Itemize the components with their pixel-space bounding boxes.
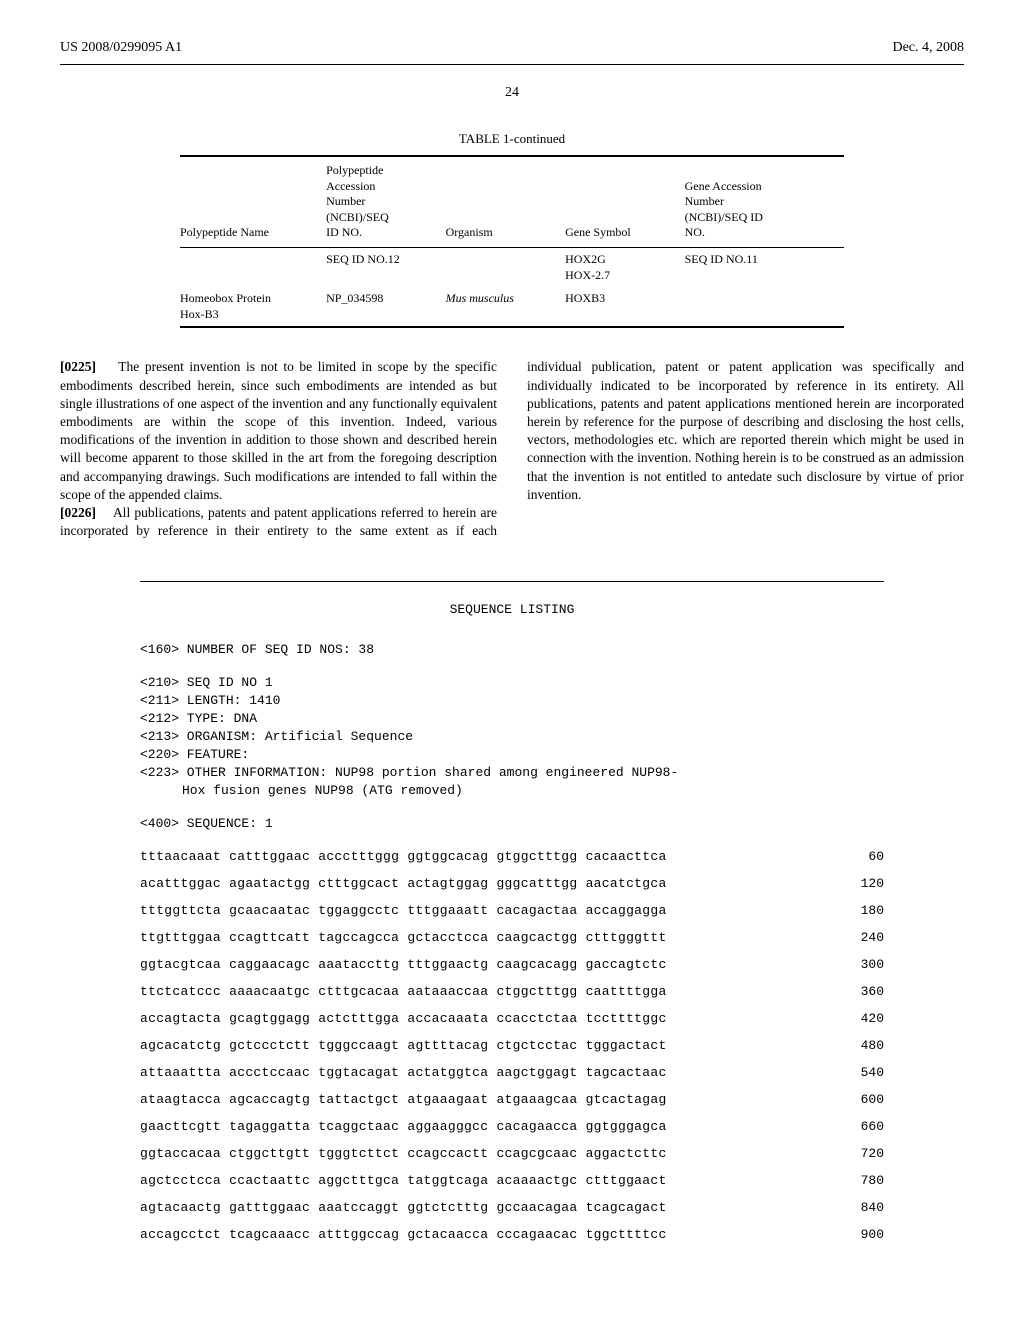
para-number: [0226]	[60, 505, 96, 520]
table-cell: SEQ ID NO.11	[685, 248, 844, 287]
table-cell: HOX2G HOX-2.7	[565, 248, 685, 287]
table-cell: HOXB3	[565, 287, 685, 326]
doc-number: US 2008/0299095 A1	[60, 40, 182, 56]
sequence-text: accagcctct tcagcaaacc atttggccag gctacaa…	[140, 1227, 667, 1242]
sequence-position: 420	[841, 1011, 884, 1026]
sequence-row: acatttggac agaatactgg ctttggcact actagtg…	[140, 876, 884, 891]
sequence-row: accagcctct tcagcaaacc atttggccag gctacaa…	[140, 1227, 884, 1242]
sequence-position: 120	[841, 876, 884, 891]
sequence-position: 900	[841, 1227, 884, 1242]
seq-meta-line: <223> OTHER INFORMATION: NUP98 portion s…	[140, 765, 884, 780]
seq-meta-line: <213> ORGANISM: Artificial Sequence	[140, 729, 884, 744]
table-cell: SEQ ID NO.12	[326, 248, 446, 287]
page-number: 24	[60, 85, 964, 101]
table-cell	[685, 287, 844, 326]
seq-listing-title: SEQUENCE LISTING	[140, 602, 884, 617]
sequence-text: ttgtttggaa ccagttcatt tagccagcca gctacct…	[140, 930, 667, 945]
sequence-text: ggtaccacaa ctggcttgtt tgggtcttct ccagcca…	[140, 1146, 667, 1161]
sequence-row: accagtacta gcagtggagg actctttgga accacaa…	[140, 1011, 884, 1026]
sequence-listing-section: SEQUENCE LISTING <160> NUMBER OF SEQ ID …	[140, 581, 884, 1242]
body-columns: [0225] The present invention is not to b…	[60, 358, 964, 540]
page-container: US 2008/0299095 A1 Dec. 4, 2008 24 TABLE…	[0, 0, 1024, 1294]
sequence-position: 840	[841, 1200, 884, 1215]
table-row: SEQ ID NO.12 HOX2G HOX-2.7SEQ ID NO.11	[180, 248, 844, 287]
sequence-position: 240	[841, 930, 884, 945]
seq-meta-line: <211> LENGTH: 1410	[140, 693, 884, 708]
para-number: [0225]	[60, 359, 96, 374]
sequence-row: tttaacaaat catttggaac accctttggg ggtggca…	[140, 849, 884, 864]
sequence-row: ttctcatccc aaaacaatgc ctttgcacaa aataaac…	[140, 984, 884, 999]
seq-meta-160: <160> NUMBER OF SEQ ID NOS: 38	[140, 642, 884, 657]
table-cell: Mus musculus	[446, 287, 566, 326]
page-header: US 2008/0299095 A1 Dec. 4, 2008	[60, 40, 964, 56]
table-cell	[180, 248, 326, 287]
sequence-position: 360	[841, 984, 884, 999]
sequence-row: tttggttcta gcaacaatac tggaggcctc tttggaa…	[140, 903, 884, 918]
sequence-position: 780	[841, 1173, 884, 1188]
header-rule	[60, 64, 964, 65]
sequence-text: agtacaactg gatttggaac aaatccaggt ggtctct…	[140, 1200, 667, 1215]
sequence-position: 180	[841, 903, 884, 918]
seq-meta-line: <210> SEQ ID NO 1	[140, 675, 884, 690]
th-accession: Polypeptide Accession Number (NCBI)/SEQ …	[326, 157, 446, 247]
sequence-text: ggtacgtcaa caggaacagc aaataccttg tttggaa…	[140, 957, 667, 972]
seq-meta-400: <400> SEQUENCE: 1	[140, 816, 884, 831]
table-header-row: Polypeptide Name Polypeptide Accession N…	[180, 157, 844, 247]
sequence-rows: tttaacaaat catttggaac accctttggg ggtggca…	[140, 849, 884, 1242]
sequence-text: accagtacta gcagtggagg actctttgga accacaa…	[140, 1011, 667, 1026]
seq-rule-top	[140, 581, 884, 582]
seq-meta-line: <220> FEATURE:	[140, 747, 884, 762]
seq-meta-line: <212> TYPE: DNA	[140, 711, 884, 726]
sequence-position: 300	[841, 957, 884, 972]
sequence-text: acatttggac agaatactgg ctttggcact actagtg…	[140, 876, 667, 891]
table-rule-bottom	[180, 326, 844, 328]
sequence-row: ggtaccacaa ctggcttgtt tgggtcttct ccagcca…	[140, 1146, 884, 1161]
sequence-row: agctcctcca ccactaattc aggctttgca tatggtc…	[140, 1173, 884, 1188]
sequence-row: ttgtttggaa ccagttcatt tagccagcca gctacct…	[140, 930, 884, 945]
sequence-position: 720	[841, 1146, 884, 1161]
table-section: TABLE 1-continued Polypeptide Name Polyp…	[180, 131, 844, 328]
sequence-position: 600	[841, 1092, 884, 1107]
seq-meta-line-indent: Hox fusion genes NUP98 (ATG removed)	[140, 783, 884, 798]
table-cell: Homeobox Protein Hox-B3	[180, 287, 326, 326]
sequence-text: agcacatctg gctccctctt tgggccaagt agtttta…	[140, 1038, 667, 1053]
sequence-row: ggtacgtcaa caggaacagc aaataccttg tttggaa…	[140, 957, 884, 972]
sequence-text: gaacttcgtt tagaggatta tcaggctaac aggaagg…	[140, 1119, 667, 1134]
th-name: Polypeptide Name	[180, 157, 326, 247]
sequence-row: agtacaactg gatttggaac aaatccaggt ggtctct…	[140, 1200, 884, 1215]
th-gene-symbol: Gene Symbol	[565, 157, 685, 247]
sequence-row: agcacatctg gctccctctt tgggccaagt agtttta…	[140, 1038, 884, 1053]
seq-meta-line: <160> NUMBER OF SEQ ID NOS: 38	[140, 642, 884, 657]
polypeptide-table-body: SEQ ID NO.12HOX2G HOX-2.7SEQ ID NO.11Hom…	[180, 248, 844, 326]
sequence-row: gaacttcgtt tagaggatta tcaggctaac aggaagg…	[140, 1119, 884, 1134]
doc-date: Dec. 4, 2008	[892, 40, 964, 56]
sequence-text: attaaattta accctccaac tggtacagat actatgg…	[140, 1065, 667, 1080]
sequence-text: ttctcatccc aaaacaatgc ctttgcacaa aataaac…	[140, 984, 667, 999]
sequence-position: 660	[841, 1119, 884, 1134]
table-title: TABLE 1-continued	[180, 131, 844, 147]
th-gene-accession: Gene Accession Number (NCBI)/SEQ ID NO.	[685, 157, 844, 247]
seq-meta-210-block: <210> SEQ ID NO 1 <211> LENGTH: 1410 <212>…	[140, 675, 884, 798]
sequence-row: ataagtacca agcaccagtg tattactgct atgaaag…	[140, 1092, 884, 1107]
table-cell: NP_034598	[326, 287, 446, 326]
sequence-text: tttggttcta gcaacaatac tggaggcctc tttggaa…	[140, 903, 667, 918]
polypeptide-table: Polypeptide Name Polypeptide Accession N…	[180, 157, 844, 247]
sequence-row: attaaattta accctccaac tggtacagat actatgg…	[140, 1065, 884, 1080]
sequence-position: 480	[841, 1038, 884, 1053]
th-organism: Organism	[446, 157, 566, 247]
table-row: Homeobox Protein Hox-B3NP_034598Mus musc…	[180, 287, 844, 326]
sequence-text: tttaacaaat catttggaac accctttggg ggtggca…	[140, 849, 667, 864]
table-cell	[446, 248, 566, 287]
seq-meta-line: <400> SEQUENCE: 1	[140, 816, 884, 831]
sequence-text: ataagtacca agcaccagtg tattactgct atgaaag…	[140, 1092, 667, 1107]
para-text: The present invention is not to be limit…	[60, 359, 497, 502]
sequence-position: 540	[841, 1065, 884, 1080]
sequence-position: 60	[848, 849, 884, 864]
sequence-text: agctcctcca ccactaattc aggctttgca tatggtc…	[140, 1173, 667, 1188]
paragraph-0225: [0225] The present invention is not to b…	[60, 358, 497, 504]
